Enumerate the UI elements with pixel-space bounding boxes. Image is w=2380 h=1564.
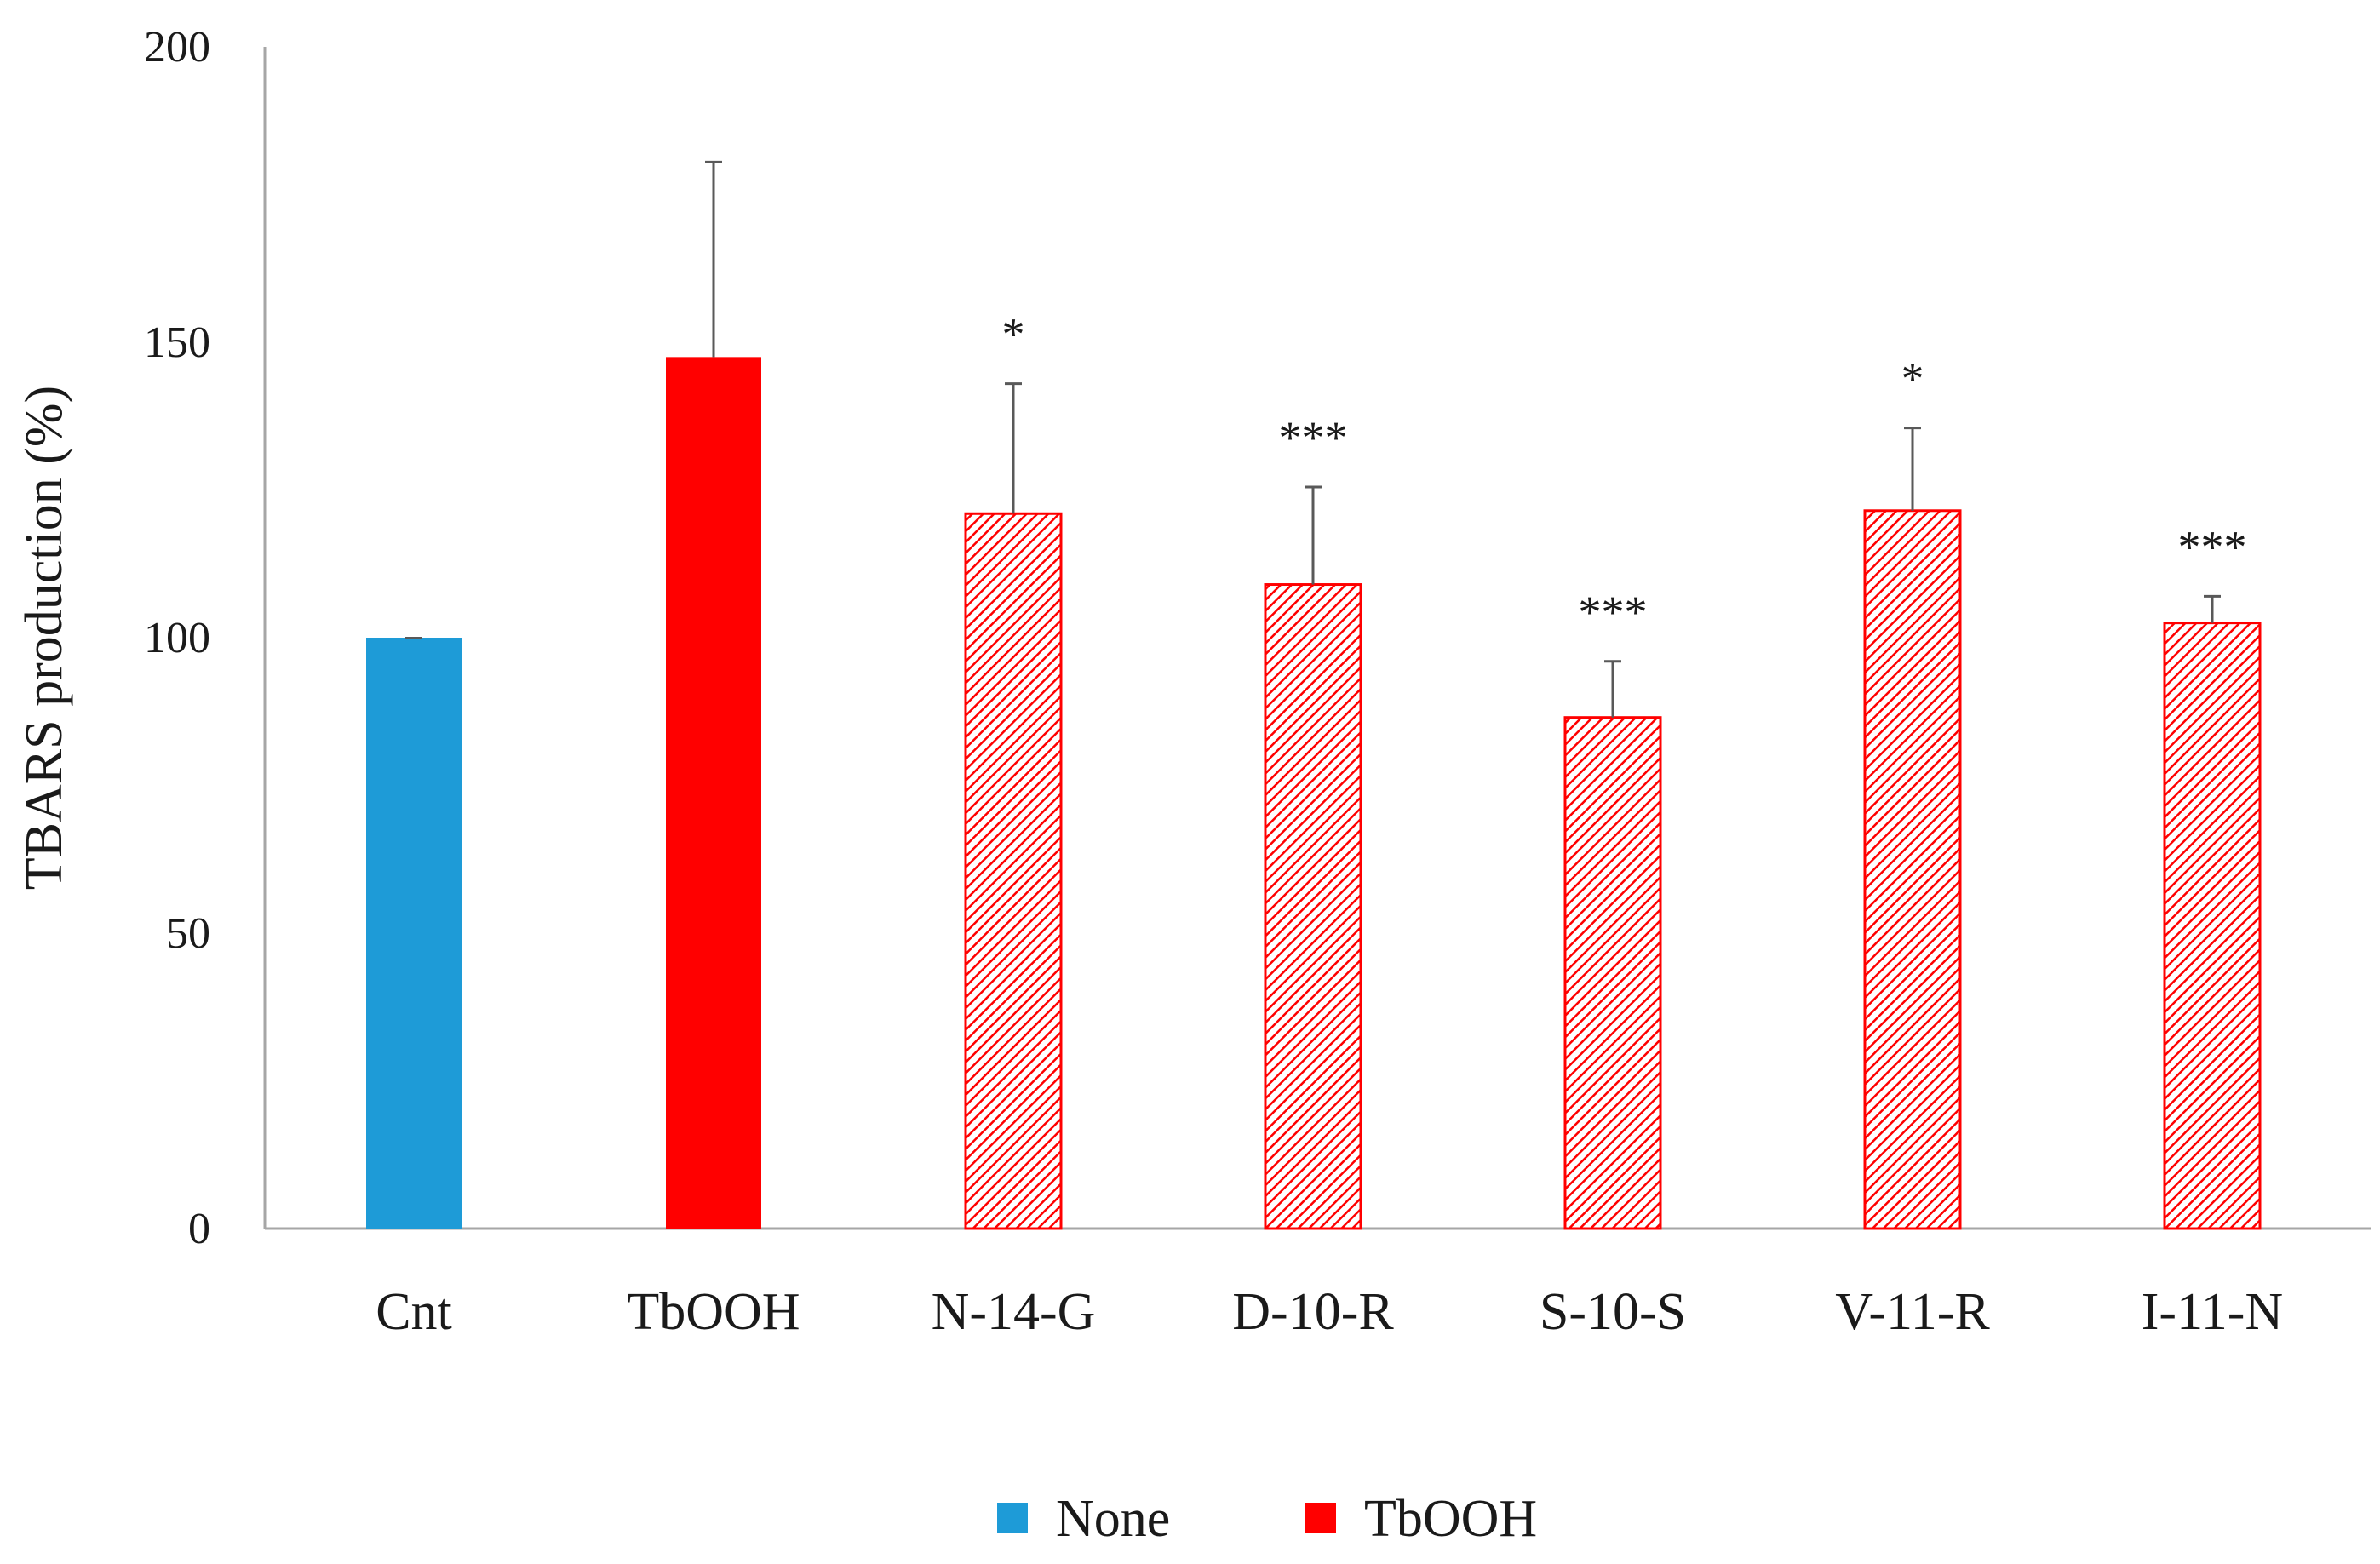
category-label: N-14-G — [932, 1283, 1096, 1341]
category-label: I-11-N — [2142, 1283, 2283, 1341]
category-label: D-10-R — [1232, 1283, 1394, 1341]
y-tick-label: 0 — [188, 1205, 210, 1253]
significance-label: * — [1002, 309, 1025, 360]
bar-n-14-g — [964, 512, 1063, 1230]
category-label: V-11-R — [1835, 1283, 1990, 1341]
legend-swatch-none — [997, 1503, 1028, 1533]
bar-tbooh — [666, 357, 761, 1229]
significance-label: *** — [2178, 521, 2247, 572]
category-label: S-10-S — [1540, 1283, 1686, 1341]
y-axis-title: TBARS production (%) — [15, 386, 73, 890]
bar-s-10-s — [1563, 716, 1662, 1230]
significance-label: * — [1901, 353, 1924, 404]
legend-label: None — [1056, 1490, 1170, 1548]
y-tick-label: 100 — [144, 614, 210, 662]
y-tick-labels: 0 50 100 150 200 — [144, 23, 210, 1253]
category-labels: Cnt TbOOH N-14-G D-10-R S-10-S V-11-R I-11-N — [376, 1283, 2283, 1341]
bar-d-10-r — [1264, 583, 1362, 1230]
significance-label: *** — [1579, 587, 1648, 638]
bars — [366, 357, 2262, 1230]
y-tick-label: 200 — [144, 23, 210, 72]
bar-i-11-n — [2163, 622, 2262, 1230]
bar-v-11-r — [1863, 509, 1962, 1230]
significance-label: *** — [1279, 412, 1348, 463]
error-bars — [405, 160, 2221, 718]
category-label: Cnt — [376, 1283, 452, 1341]
bar-cnt — [366, 638, 462, 1229]
significance-labels: *********** — [1002, 309, 2247, 638]
y-tick-label: 150 — [144, 318, 210, 367]
y-tick-label: 50 — [166, 909, 210, 958]
legend: None TbOOH — [997, 1490, 1537, 1548]
legend-label: TbOOH — [1364, 1490, 1537, 1548]
category-label: TbOOH — [627, 1283, 800, 1341]
legend-swatch-tbooh — [1305, 1503, 1336, 1533]
